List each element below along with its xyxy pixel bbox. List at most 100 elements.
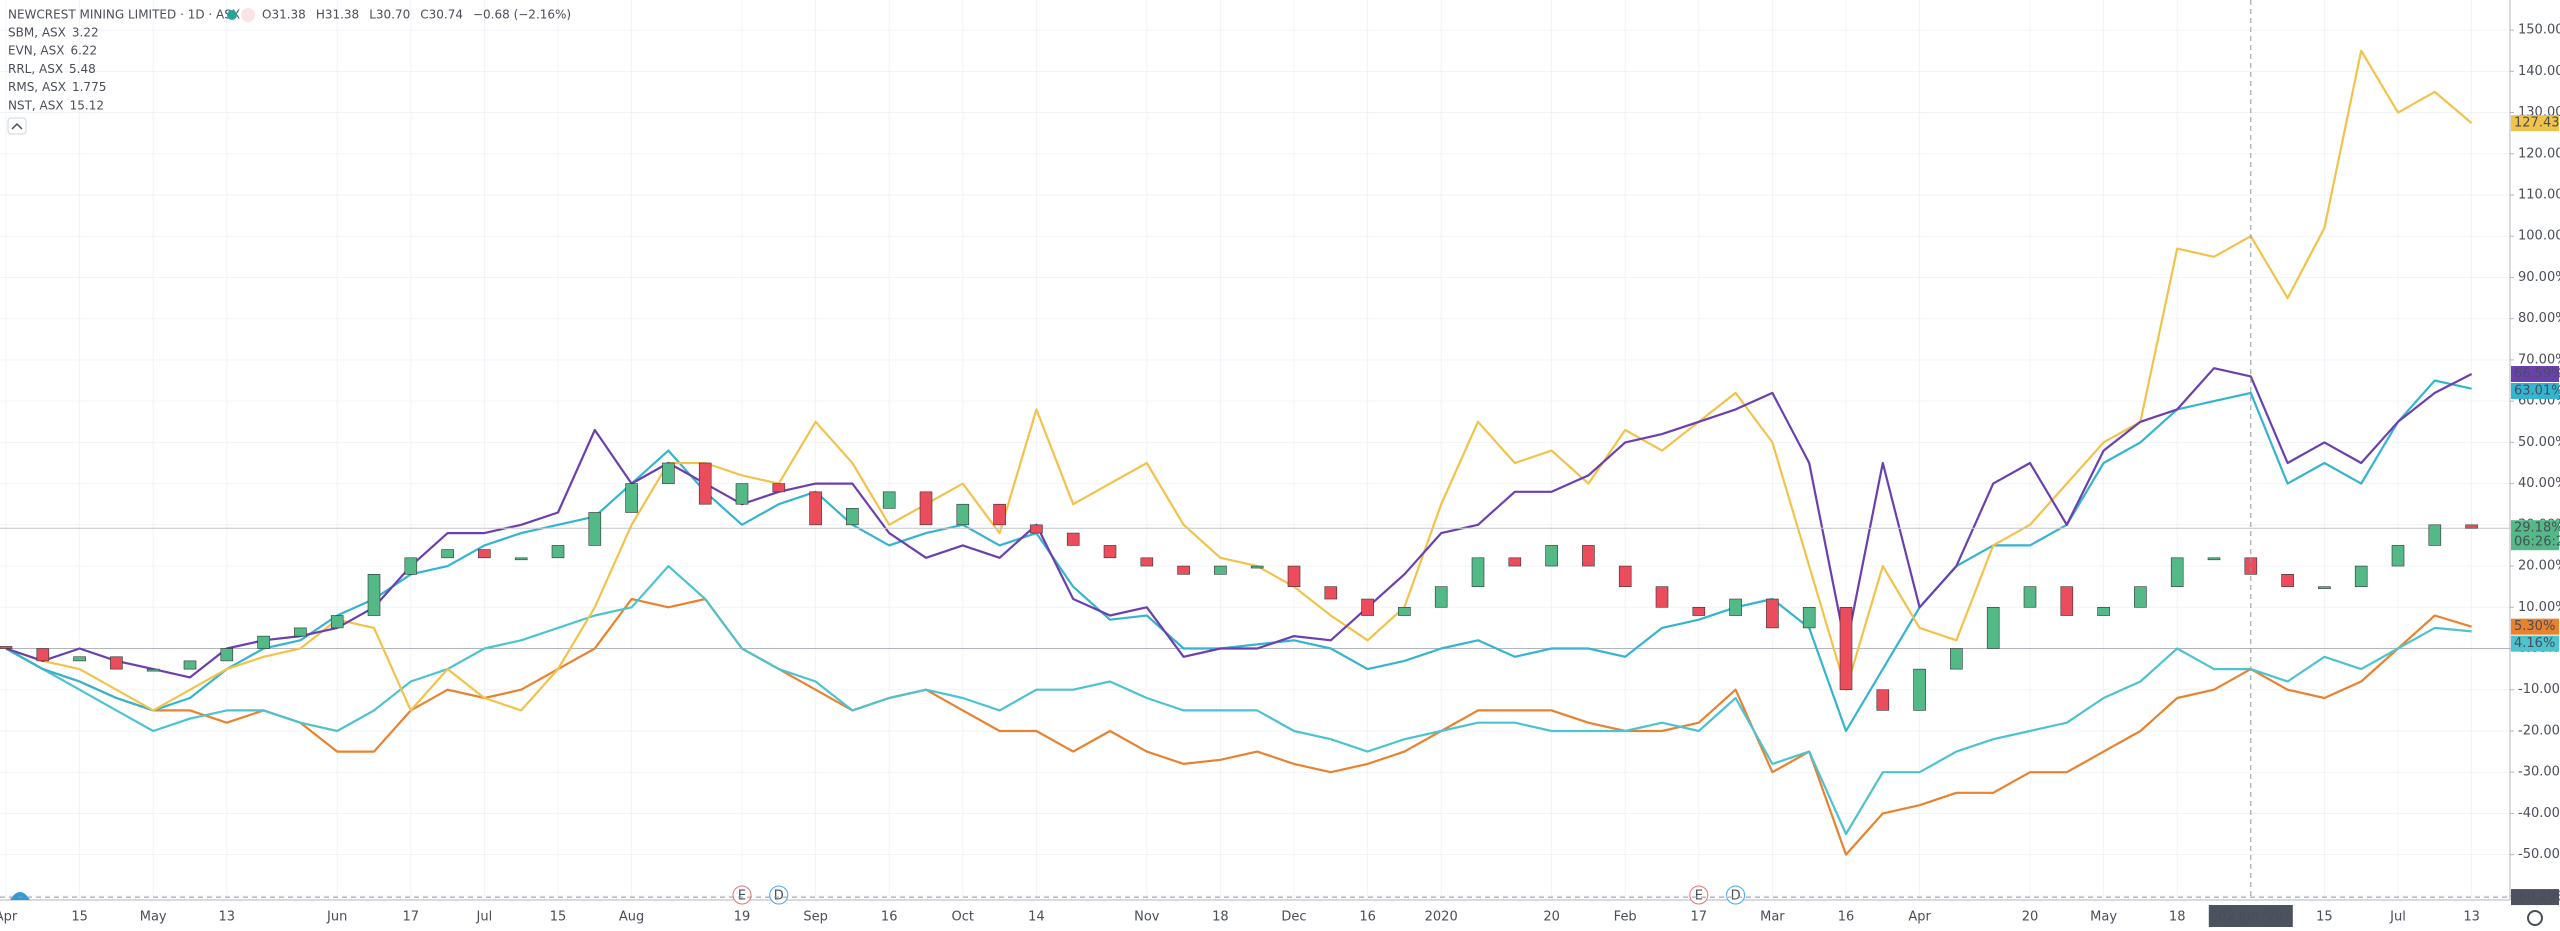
event-label: E (738, 889, 746, 904)
status-badge (241, 8, 255, 22)
candle (73, 656, 86, 662)
candle (2318, 586, 2331, 589)
candle (514, 557, 528, 561)
candle (1692, 606, 1706, 616)
candle (1802, 606, 1816, 629)
y-tick-label: -40.00% (2518, 806, 2560, 821)
y-tick-label: -30.00% (2518, 765, 2560, 780)
legend-name: RRL, ASX (8, 62, 63, 76)
y-tick-label: 90.00% (2518, 270, 2560, 285)
crosshair-x-label: 02 Jun '20 (2218, 910, 2283, 925)
x-tick-label: 17 (1691, 910, 1708, 925)
candle (1177, 565, 1190, 575)
collapse-icon (11, 122, 23, 130)
candle (441, 549, 454, 559)
event-marker (1726, 885, 1746, 905)
plot (0, 49, 2510, 856)
candle (846, 508, 859, 526)
candle (2023, 586, 2037, 608)
legend-price: 6.22 (70, 44, 97, 58)
y-tick-label: 100.00% (2518, 229, 2560, 244)
series-line (5, 597, 2472, 856)
ohlc-value: L30.70 (369, 8, 410, 22)
end-badge-label: 127.43% (2514, 116, 2560, 131)
x-tick-label: Jul (2389, 910, 2406, 925)
x-tick-label: 17 (403, 910, 420, 925)
x-tick-label: 20 (2022, 910, 2039, 925)
x-tick-label: 20 (1543, 910, 1560, 925)
candle (1103, 545, 1117, 559)
y-tick-label: 120.00% (2518, 146, 2560, 161)
end-badge (2511, 115, 2559, 132)
candle (551, 545, 565, 559)
settings-button[interactable] (2527, 910, 2543, 926)
candle (1434, 586, 1448, 608)
x-tick-label: Aug (619, 910, 644, 925)
x-tick-label: 19 (734, 910, 751, 925)
legend-name: NST, ASX (8, 98, 64, 112)
candle (993, 503, 1006, 526)
y-tick-label: 40.00% (2518, 476, 2560, 491)
candle (1066, 532, 1080, 546)
end-badge-label: 5.30% (2514, 619, 2555, 634)
candle (2428, 524, 2442, 546)
candle (809, 491, 822, 526)
candle (1950, 648, 1963, 670)
candle (1655, 586, 1669, 608)
candle (1618, 565, 1632, 587)
status-dot (227, 10, 237, 20)
candle (1766, 598, 1779, 629)
candle (1398, 606, 1411, 616)
x-tick-label: Jul (476, 910, 493, 925)
candle (2134, 586, 2147, 608)
crosshair-y-badge (2511, 889, 2559, 906)
x-tick-label: 15 (2316, 910, 2333, 925)
legend-price: 15.12 (70, 98, 104, 112)
candle (1140, 557, 1154, 567)
x-tick-label: Feb (1614, 910, 1637, 925)
x-tick-label: Apr (1908, 910, 1931, 925)
y-tick-label: -50.00% (2518, 847, 2560, 862)
x-tick-label: 16 (1838, 910, 1855, 925)
x-tick-label: 16 (881, 910, 898, 925)
event-marker (769, 885, 789, 905)
crosshair-x-badge (2208, 905, 2293, 927)
x-tick-label: May (2090, 910, 2117, 925)
candle (662, 462, 675, 484)
candle (1324, 586, 1338, 600)
y-tick-label: 20.00% (2518, 559, 2560, 574)
candle (625, 483, 638, 513)
legend-price: 5.48 (69, 62, 96, 76)
candle (2207, 557, 2221, 561)
candle (478, 549, 491, 559)
y-tick-label: 10.00% (2518, 600, 2560, 615)
x-tick-label: Jun (326, 910, 347, 925)
candle (1471, 557, 1485, 587)
x-tick-label: 16 (1359, 910, 1376, 925)
event-marker (732, 885, 752, 905)
x-tick-label: 13 (219, 910, 236, 925)
y-tick-label: 110.00% (2518, 188, 2560, 203)
x-tick-label: Apr (0, 910, 18, 925)
series-line (5, 49, 2473, 712)
end-badge (2511, 618, 2559, 635)
candle (220, 648, 234, 662)
candle (1729, 598, 1742, 616)
candle (1250, 565, 1264, 569)
grid (0, 0, 2510, 900)
candle (330, 615, 344, 629)
collapse-button[interactable] (7, 117, 27, 135)
candle (1508, 557, 1522, 567)
candle (588, 512, 602, 546)
end-badge (2511, 382, 2559, 399)
x-tick-label: 14 (1028, 910, 1045, 925)
end-badge-label: 63.01% (2514, 383, 2560, 398)
candle (1361, 598, 1374, 616)
event-label: D (1731, 889, 1741, 904)
candle (2244, 557, 2258, 575)
x-tick-label: 15 (71, 910, 88, 925)
end-badge-label: 66.59% (2514, 366, 2560, 381)
y-tick-label: 140.00% (2518, 64, 2560, 79)
logo (10, 892, 30, 900)
